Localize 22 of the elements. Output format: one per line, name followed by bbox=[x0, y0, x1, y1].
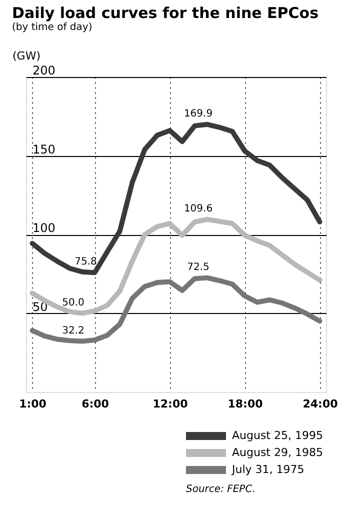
data-label: 50.0 bbox=[62, 297, 84, 308]
y-tick-label: 200 bbox=[32, 64, 56, 78]
data-label: 169.9 bbox=[184, 108, 213, 120]
data-label: 72.5 bbox=[187, 262, 210, 273]
y-tick-label: 150 bbox=[32, 142, 56, 156]
chart-subtitle: (by time of day) bbox=[12, 22, 92, 33]
y-tick-label: 50 bbox=[32, 300, 48, 314]
legend-label: August 29, 1985 bbox=[232, 446, 323, 459]
x-tick-label: 6:00 bbox=[82, 398, 110, 410]
x-tick-label: 24:00 bbox=[302, 398, 338, 410]
data-label: 75.8 bbox=[74, 256, 97, 268]
legend-label: August 25, 1995 bbox=[232, 429, 323, 442]
x-tick-label: 1:00 bbox=[19, 398, 47, 410]
x-tick-label: 12:00 bbox=[152, 398, 188, 410]
source-note: Source: FEPC. bbox=[186, 484, 256, 495]
data-label: 32.2 bbox=[62, 325, 84, 336]
y-axis-title: (GW) bbox=[12, 50, 40, 62]
chart-title: Daily load curves for the nine EPCos bbox=[12, 4, 319, 22]
x-tick-label: 18:00 bbox=[228, 398, 264, 410]
y-tick-label: 100 bbox=[32, 221, 56, 235]
data-label: 109.6 bbox=[184, 203, 213, 214]
legend-label: July 31, 1975 bbox=[231, 463, 304, 476]
